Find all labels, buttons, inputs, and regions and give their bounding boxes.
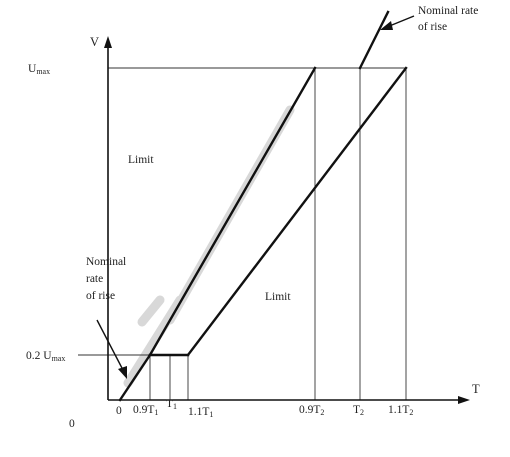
y-axis-arrowhead xyxy=(104,36,112,48)
x-tick-origin: 0 xyxy=(116,405,122,417)
nominal-bottom-line-3: of rise xyxy=(86,290,115,302)
x-tick-t2-high: 1.1T2 xyxy=(388,404,413,417)
tolerance-band-lower-2 xyxy=(137,295,165,327)
y-tick-two-tenths-umax: 0.2 Umax xyxy=(26,350,65,363)
x-tick-t2: T2 xyxy=(353,404,364,417)
x-tick-t2-low: 0.9T2 xyxy=(299,404,324,417)
x-tick-t1-low: 0.9T1 xyxy=(133,404,158,417)
nominal-bottom-arrowhead xyxy=(118,366,127,379)
lower-limit-line xyxy=(186,66,408,357)
x-axis-arrowhead xyxy=(458,396,470,404)
nominal-bottom-arrow-shaft xyxy=(96,319,124,371)
x-axis-label: T xyxy=(472,382,480,396)
nominal-rise-bottom-segment xyxy=(118,353,152,402)
y-axis-label: V xyxy=(90,35,99,49)
y-tick-zero: 0 xyxy=(69,418,75,430)
x-tick-t1: T1 xyxy=(166,398,177,411)
nominal-rise-top-line xyxy=(358,10,390,70)
limit-label-upper: Limit xyxy=(128,154,154,166)
y-tick-umax: Umax xyxy=(28,63,50,76)
x-tick-t1-high: 1.1T1 xyxy=(188,406,213,419)
nominal-bottom-line-1: Nominal xyxy=(86,256,126,268)
limit-label-lower: Limit xyxy=(265,291,291,303)
nominal-top-line-1: Nominal rate xyxy=(418,5,478,17)
tolerance-band-lower xyxy=(123,295,185,388)
nominal-top-line-2: of rise xyxy=(418,21,447,33)
nominal-bottom-line-2: rate xyxy=(86,273,103,285)
upper-limit-line xyxy=(148,66,317,357)
nominal-top-arrowhead xyxy=(380,21,393,30)
